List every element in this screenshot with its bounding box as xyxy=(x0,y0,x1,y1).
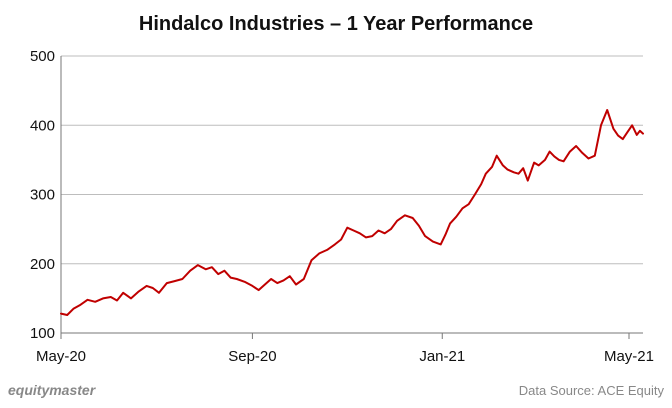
x-tick-label: Jan-21 xyxy=(419,348,465,365)
y-tick-label: 100 xyxy=(30,325,55,342)
y-tick-label: 500 xyxy=(30,48,55,65)
x-tick-label: May-21 xyxy=(604,348,654,365)
gridlines xyxy=(61,55,643,265)
y-tick-label: 200 xyxy=(30,256,55,273)
equitymaster-logo: equitymaster xyxy=(8,382,97,398)
price-line-series-0 xyxy=(60,109,644,316)
y-axis-ticks: 100 200 300 400 500 xyxy=(30,48,55,342)
y-tick-label: 400 xyxy=(30,117,55,134)
y-tick-label: 300 xyxy=(30,187,55,204)
data-source-note: Data Source: ACE Equity xyxy=(519,383,665,398)
x-axis-ticks: May-20 Sep-20 Jan-21 May-21 xyxy=(36,333,654,365)
axes xyxy=(60,56,643,334)
series-layer xyxy=(60,109,644,316)
x-tick-label: Sep-20 xyxy=(228,348,276,365)
chart-title: Hindalco Industries – 1 Year Performance xyxy=(139,13,533,35)
x-tick-label: May-20 xyxy=(36,348,86,365)
